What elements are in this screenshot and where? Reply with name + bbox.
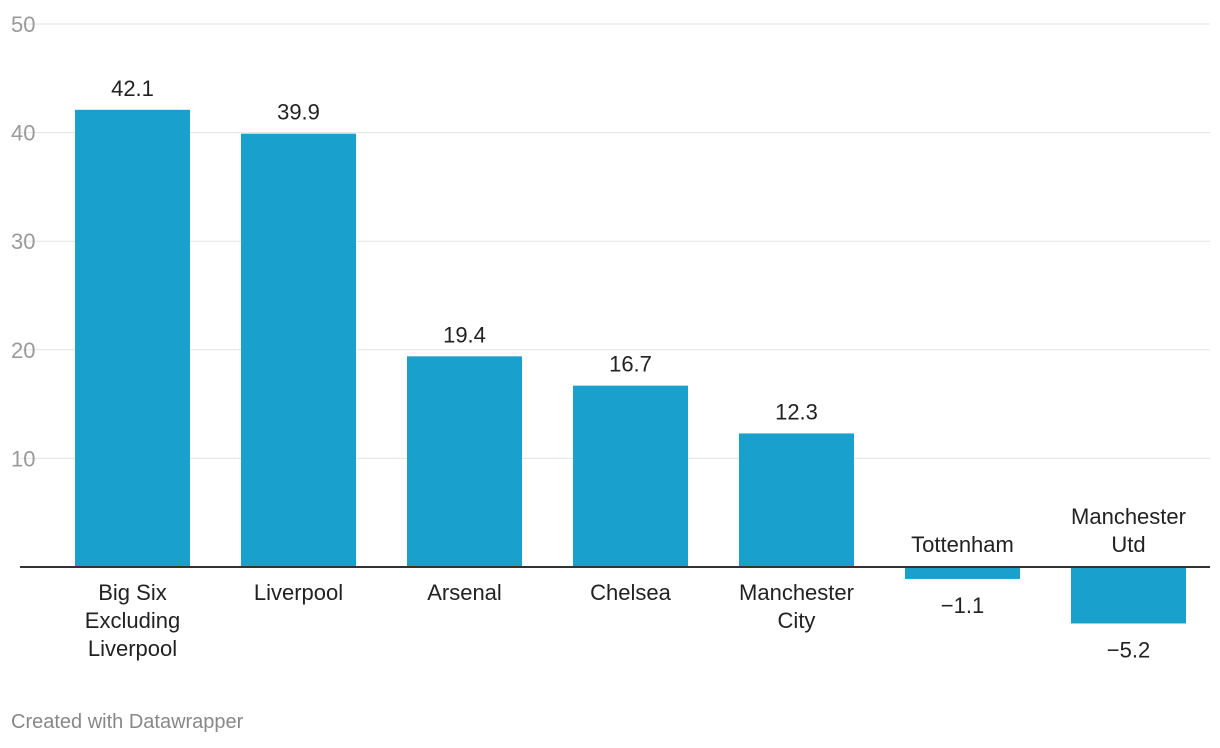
bar bbox=[1071, 567, 1186, 624]
y-tick-label: 40 bbox=[11, 121, 35, 146]
y-tick-label: 30 bbox=[11, 229, 35, 254]
bar bbox=[75, 109, 190, 567]
category-label: Manchester bbox=[1071, 504, 1186, 529]
bar bbox=[905, 567, 1020, 579]
value-label: 42.1 bbox=[111, 76, 154, 101]
category-label: Big Six bbox=[98, 580, 166, 605]
category-label: Arsenal bbox=[427, 580, 502, 605]
category-label: Chelsea bbox=[590, 580, 671, 605]
y-tick-label: 50 bbox=[11, 12, 35, 37]
bars bbox=[75, 109, 1186, 624]
category-label: City bbox=[778, 608, 816, 633]
value-label: 12.3 bbox=[775, 399, 818, 424]
value-label: 19.4 bbox=[443, 322, 486, 347]
bar bbox=[739, 433, 854, 567]
y-tick-label: 10 bbox=[11, 446, 35, 471]
category-label: Liverpool bbox=[88, 636, 177, 661]
category-label: Manchester bbox=[739, 580, 854, 605]
category-labels: Big Six Excluding Liverpool Liverpool Arsena… bbox=[85, 504, 1186, 661]
bar bbox=[407, 356, 522, 567]
value-labels: 42.1 39.9 19.4 16.7 12.3 −1.1 −5.2 bbox=[111, 76, 1150, 663]
category-label: Liverpool bbox=[254, 580, 343, 605]
value-label: 39.9 bbox=[277, 100, 320, 125]
value-label: −5.2 bbox=[1107, 637, 1150, 662]
bar bbox=[241, 133, 356, 567]
category-label: Utd bbox=[1111, 532, 1145, 557]
footer-credit: Created with Datawrapper bbox=[11, 711, 244, 733]
y-tick-label: 20 bbox=[11, 338, 35, 363]
category-label: Tottenham bbox=[911, 532, 1014, 557]
value-label: 16.7 bbox=[609, 352, 652, 377]
value-label: −1.1 bbox=[941, 593, 984, 618]
gridlines bbox=[20, 23, 1210, 459]
bar bbox=[573, 385, 688, 567]
y-axis-ticks: 10 20 30 40 50 bbox=[11, 12, 35, 471]
category-label: Excluding bbox=[85, 608, 180, 633]
